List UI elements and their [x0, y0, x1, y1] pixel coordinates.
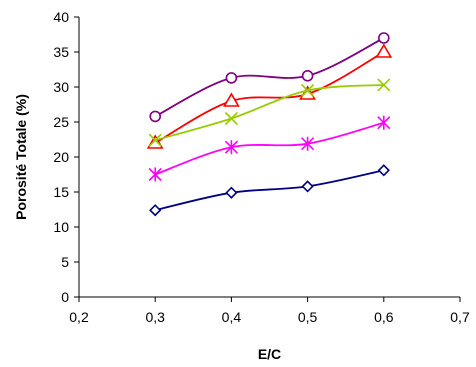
y-tick-label: 40	[53, 9, 69, 25]
series-0	[149, 32, 390, 123]
series-1	[146, 43, 393, 149]
series-line-2	[154, 84, 384, 142]
data-point-s3-p1	[224, 140, 238, 155]
data-point-s0-p0	[149, 110, 161, 123]
y-tick-label: 30	[53, 79, 69, 95]
y-tick-label: 25	[53, 114, 69, 130]
x-tick-label: 0,7	[450, 309, 470, 325]
x-tick-label: 0,2	[69, 309, 89, 325]
series-line-1	[154, 51, 385, 144]
x-tick-label: 0,5	[298, 309, 318, 325]
data-point-s4-p1	[225, 186, 238, 199]
data-point-s2-p0	[148, 133, 162, 147]
y-tick-label: 20	[53, 149, 69, 165]
data-point-s2-p3	[377, 78, 391, 92]
data-point-s0-p2	[301, 70, 314, 82]
series-4	[149, 164, 390, 217]
series-line-4	[154, 169, 384, 212]
data-point-s3-p0	[148, 167, 162, 182]
data-point-s3-p3	[377, 115, 391, 130]
y-tick-label: 5	[61, 254, 69, 270]
y-tick-label: 0	[61, 289, 69, 305]
series-line-0	[154, 37, 385, 118]
x-axis: 0,2 0,3 0,4 0,5 0,6 0,7	[69, 296, 470, 325]
y-tick-label: 35	[53, 44, 69, 60]
series-2	[148, 78, 391, 147]
data-point-s0-p3	[377, 32, 390, 44]
series-line-3	[154, 121, 385, 176]
series-3	[148, 115, 391, 182]
data-point-s2-p1	[224, 111, 238, 126]
x-axis-title: E/C	[258, 346, 281, 362]
data-point-s2-p2	[301, 83, 315, 98]
data-point-s4-p2	[301, 180, 314, 193]
data-point-s4-p3	[377, 164, 390, 177]
x-tick-label: 0,6	[374, 309, 394, 325]
x-tick-label: 0,4	[222, 309, 242, 325]
data-point-s1-p0	[146, 134, 164, 149]
series-layer	[146, 32, 393, 217]
data-point-s0-p1	[225, 72, 238, 84]
y-tick-label: 10	[53, 219, 69, 235]
data-point-s1-p1	[223, 92, 240, 107]
y-axis-title: Porosité Totale (%)	[13, 94, 29, 220]
data-point-s1-p3	[375, 43, 393, 58]
x-tick-label: 0,3	[145, 309, 165, 325]
data-point-s4-p0	[149, 204, 162, 217]
y-axis: 0 5 10 15 20 25 30 35 40	[53, 9, 80, 305]
data-point-s3-p2	[301, 136, 315, 151]
y-tick-label: 15	[53, 184, 69, 200]
